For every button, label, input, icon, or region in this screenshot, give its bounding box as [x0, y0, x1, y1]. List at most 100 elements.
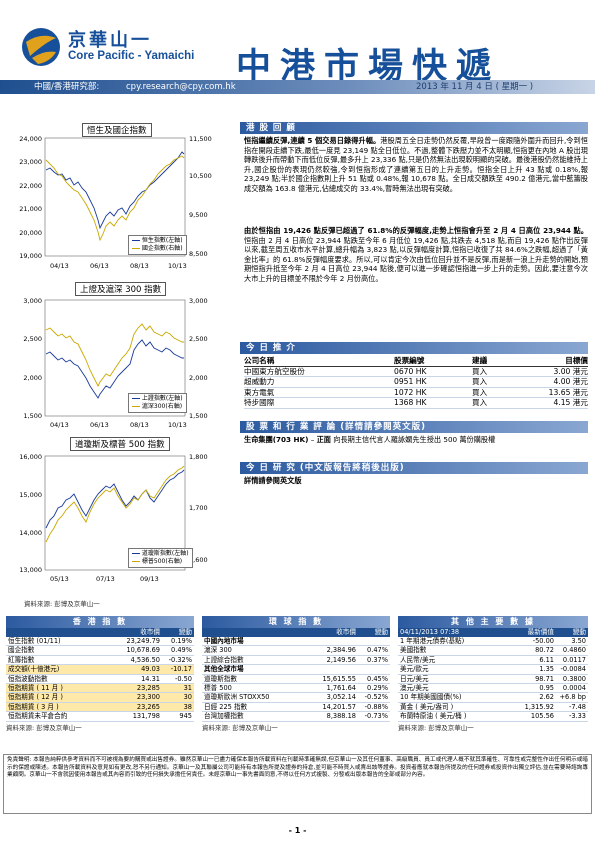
table-cell: 98.71 [535, 674, 554, 683]
table-row: 上證綜合指數 2,149.56 0.37% [202, 655, 390, 666]
series-line-shcomp [45, 339, 184, 399]
table-cell: 其他全球市場 [204, 665, 244, 674]
column-header: 變動 [374, 628, 388, 636]
company-name: 東方電氣 [244, 387, 275, 397]
chart-legend: 道瓊斯指數(左軸) 標普500(右軸) [128, 548, 193, 568]
table-cell: 2,149.56 [326, 655, 356, 664]
table-cell: 0.37% [367, 655, 388, 664]
tick-left: 1,500 [23, 412, 42, 420]
table-header-row: 公司名稱 股票編號 建議 目標價 [244, 356, 588, 367]
table-row: 道瓊斯指數 15,615.55 0.45% [202, 675, 390, 684]
stock-code: 1368 HK [394, 398, 427, 407]
tick-left: 14,000 [19, 529, 42, 537]
table-cell: 標普 500 [204, 683, 232, 692]
table-cell: 成交額(十億港元) [8, 665, 60, 674]
table-row: 道瓊斯歐洲 STOXX50 3,052.14 -0.52% [202, 693, 390, 703]
table-cell [316, 637, 356, 645]
review-paragraph-2: 由於恒指由 19,426 點反彈已超過了 61.8%的反彈幅度,走勢上恒指會升至… [244, 226, 588, 284]
page-number: - 1 - [288, 826, 307, 835]
legend-entry: 國企指數(右軸) [141, 245, 183, 252]
table-cell: -0.52% [364, 693, 388, 702]
table-cell: 紅籌指數 [8, 655, 35, 664]
tick-x: 06/13 [90, 421, 109, 429]
chart-title: 恒生及國企指數 [82, 123, 152, 137]
rating: 買入 [472, 398, 488, 407]
table-row: 1 年期港元債券(基點) -50.00 3.50 [398, 637, 588, 647]
table-cell: 0.0004 [562, 683, 586, 692]
stock-code: 1072 HK [394, 387, 427, 397]
table-cell: 6.11 [539, 655, 554, 664]
table-cell: 15,615.55 [322, 674, 356, 683]
rating: 買入 [472, 377, 488, 386]
tick-right: 1,800 [189, 453, 208, 461]
news-company: 生命集團(703 HK) [244, 435, 309, 444]
table-cell: 0.0117 [562, 655, 586, 664]
legend-entry: 上證指數(左軸) [141, 395, 183, 402]
tick-right: 1,600 [189, 556, 208, 564]
table-cell: 恒生指數 (01/11) [8, 637, 61, 645]
table-header-row: 04/11/2013 07:38 最新價值 變動 [398, 628, 588, 637]
tick-left: 20,000 [19, 229, 42, 237]
target-price: 13.65 港元 [548, 387, 588, 397]
column-header: 收市價 [140, 628, 160, 636]
table-row: 其他全球市場 [202, 665, 390, 675]
table-row: 東方電氣 1072 HK 買入 13.65 港元 [244, 387, 588, 398]
section-header-research: 今 日 研 究 (中文版報告將稍後出版) [240, 462, 588, 474]
tick-x: 07/13 [96, 575, 115, 583]
company-logo [20, 26, 62, 68]
tick-right: 2,000 [189, 374, 208, 382]
table-cell: 0.49% [171, 646, 192, 655]
review-body: 港股周五全日走勢仍然反覆,早段曾一度跟隨外圍升而回升,令到恒指在開段走續下跌,最… [244, 136, 588, 193]
logo-globe-icon [22, 28, 60, 66]
tick-right: 9,500 [189, 211, 208, 219]
table-cell: 1.35 [539, 665, 554, 674]
table-cell: 4,536.50 [130, 655, 160, 664]
table-other-data: 其 他 主 要 數 據 04/11/2013 07:38 最新價值 變動 1 年期港… [398, 616, 588, 732]
table-cell: 台灣加權指數 [204, 712, 244, 721]
table-cell: 945 [179, 712, 192, 721]
table-cell: 131,798 [132, 712, 160, 721]
table-cell: 人民幣/美元 [400, 655, 436, 664]
column-header [6, 628, 120, 637]
table-row: 恒生指數 (01/11) 23,249.79 0.19% [6, 637, 194, 647]
legend-entry: 恒生指數(左軸) [141, 237, 183, 244]
email-link[interactable]: cpy.research@cpy.com.hk [126, 82, 236, 92]
table-cell: 23,300 [136, 693, 160, 702]
tick-x: 08/13 [130, 262, 149, 270]
review-lead: 恒指繼續反彈,連續 5 個交易日錄得升幅。 [244, 136, 381, 145]
header-band: 中國/香港研究部: cpy.research@cpy.com.hk 2013 年… [0, 80, 595, 94]
column-header [202, 628, 316, 637]
table-cell: 美元/歐元 [400, 665, 429, 674]
news-dash: – [308, 435, 317, 444]
stock-code: 0951 HK [394, 377, 427, 386]
table-row: 澳元/美元 0.95 0.0004 [398, 683, 588, 694]
table-cell: 中國內地市場 [204, 637, 244, 645]
section-header-review: 港 股 回 顧 [240, 122, 588, 134]
table-cell: 恒指期貨 ( 3 月 ) [8, 702, 59, 711]
recommend-table: 公司名稱 股票編號 建議 目標價 中國東方航空股份 0670 HK 買入 3.0… [244, 356, 588, 409]
column-header: 建議 [472, 356, 488, 365]
company-name: 特步國際 [244, 398, 275, 407]
chart-legend: 上證指數(左軸) 滬深300(右軸) [128, 393, 187, 413]
table-cell: 3,052.14 [326, 693, 356, 702]
table-header-row: 收市價 變動 [6, 628, 194, 637]
table-row: 滬深 300 2,384.96 0.47% [202, 646, 390, 656]
table-cell: 8,388.18 [326, 712, 356, 721]
table-row: 美元/歐元 1.35 -0.0084 [398, 665, 588, 675]
tick-left: 15,000 [19, 491, 42, 499]
table-cell: -10.17 [170, 665, 192, 674]
news-sentiment: 正面 [316, 435, 331, 444]
table-cell [356, 637, 390, 645]
table-cell: 布蘭特原油 ( 美元/桶 ) [400, 712, 467, 721]
table-row: 10 年期美國國債(%) 2.62 +6.8 bp [398, 693, 588, 703]
stock-code: 0670 HK [394, 366, 427, 376]
series-line-spx [45, 465, 185, 543]
table-cell: 23,285 [136, 683, 160, 692]
table-cell: -7.48 [568, 702, 586, 711]
rating: 買入 [472, 366, 488, 376]
table-cell: 黃金 ( 美元/盎司 ) [400, 702, 454, 711]
table-cell: 38 [183, 702, 192, 711]
rating: 買入 [472, 387, 488, 397]
tick-left: 2,500 [23, 335, 42, 343]
column-header: 目標價 [565, 356, 588, 365]
